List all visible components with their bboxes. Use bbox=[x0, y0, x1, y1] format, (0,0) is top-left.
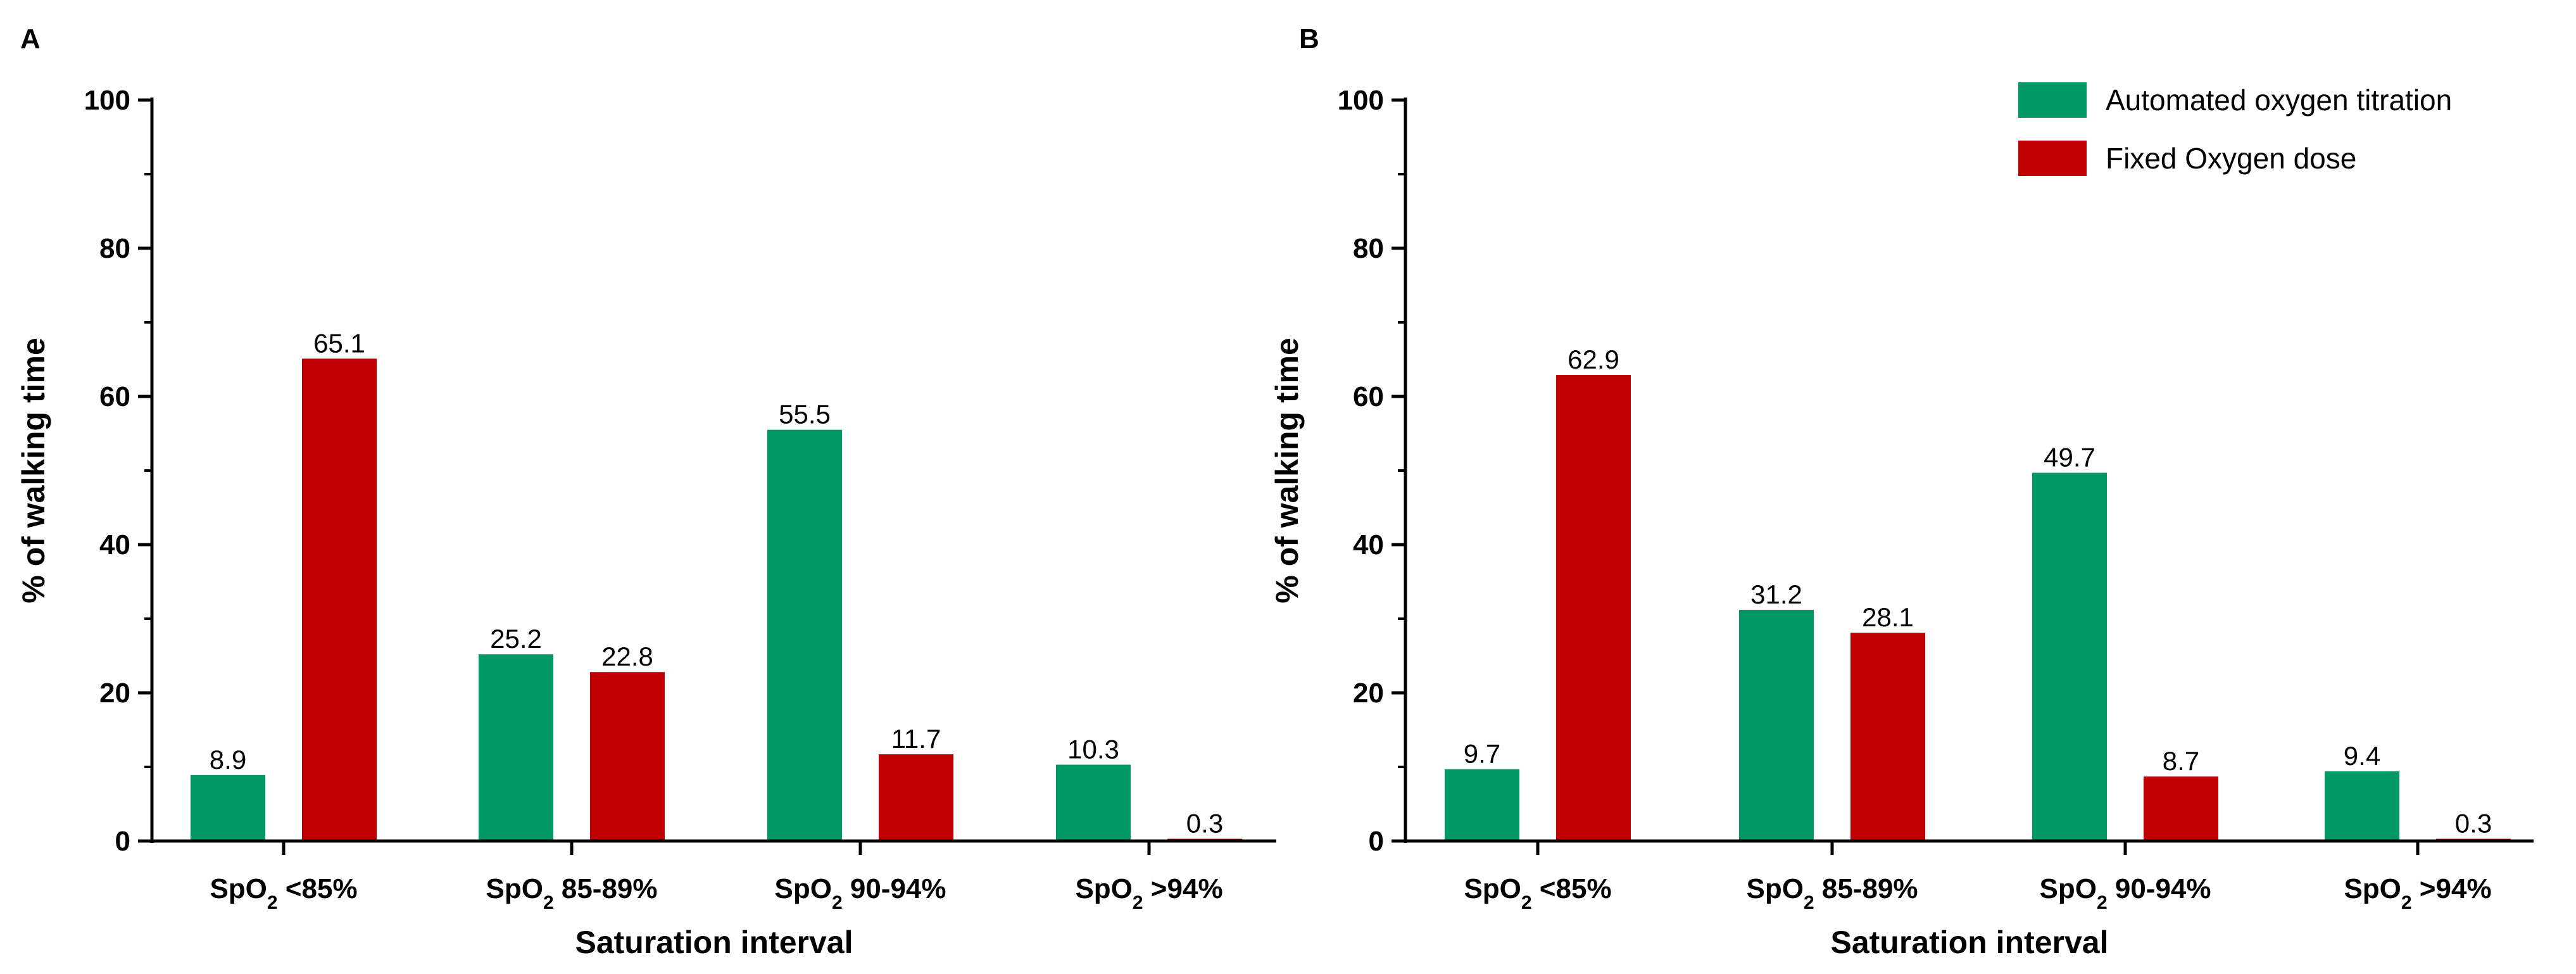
panel-a-ytick-label: 20 bbox=[99, 678, 130, 709]
panel-b-bar-s2-c3 bbox=[2144, 776, 2218, 841]
panel-a-bar-s1-c2 bbox=[479, 654, 553, 841]
panel-a-data-label-s2-c2: 22.8 bbox=[601, 642, 653, 671]
panel-a-x-axis-title: Saturation interval bbox=[575, 925, 853, 960]
panel-a-bar-s2-c1 bbox=[302, 358, 377, 841]
panel-b-data-label-s1-c2: 31.2 bbox=[1750, 579, 1802, 609]
panel-b-bar-s1-c4 bbox=[2325, 771, 2399, 841]
panel-b-bar-s1-c3 bbox=[2032, 472, 2107, 841]
panel-b-ytick-label: 80 bbox=[1353, 233, 1384, 264]
panel-a-data-label-s1-c4: 10.3 bbox=[1067, 734, 1119, 764]
panel-a: A 8.9 25.2 55.5 10.3 65.1 22.8 11.7 0.3 0 20 40 60 80… bbox=[16, 23, 1276, 960]
panel-a-data-label-s2-c4: 0.3 bbox=[1186, 808, 1223, 838]
panel-b-letter: B bbox=[1299, 23, 1319, 54]
panel-a-bar-s2-c3 bbox=[879, 754, 953, 841]
panel-b-data-label-s2-c1: 62.9 bbox=[1568, 345, 1619, 374]
panel-b-category-label-1: SpO2 <85% bbox=[1464, 873, 1611, 913]
panel-b-category-label-4: SpO2 >94% bbox=[2344, 873, 2491, 913]
panel-b-ytick-label: 60 bbox=[1353, 381, 1384, 412]
panel-b-data-label-s1-c3: 49.7 bbox=[2044, 443, 2095, 472]
panel-a-data-label-s1-c3: 55.5 bbox=[779, 400, 831, 429]
panel-b-ytick-label: 40 bbox=[1353, 529, 1384, 560]
panel-b-category-label-2: SpO2 85-89% bbox=[1746, 873, 1918, 913]
panel-a-ytick-label: 40 bbox=[99, 529, 130, 560]
panel-a-data-label-s1-c2: 25.2 bbox=[490, 624, 542, 654]
panel-b-bar-s2-c2 bbox=[1850, 633, 1925, 841]
panel-b-category-label-3: SpO2 90-94% bbox=[2039, 873, 2211, 913]
panel-b-y-axis-title: % of walking time bbox=[1269, 338, 1305, 604]
panel-a-category-label-3: SpO2 90-94% bbox=[774, 873, 946, 913]
panel-a-category-label-1: SpO2 <85% bbox=[210, 873, 357, 913]
panel-b-bar-s2-c1 bbox=[1556, 375, 1631, 841]
panel-b-ytick-label: 100 bbox=[1338, 85, 1384, 116]
panel-a-ytick-label: 60 bbox=[99, 381, 130, 412]
panel-a-letter: A bbox=[20, 23, 41, 54]
legend-swatch-2 bbox=[2018, 141, 2087, 176]
panel-a-bar-s1-c1 bbox=[191, 775, 265, 841]
panel-b-data-label-s1-c1: 9.7 bbox=[1464, 739, 1500, 769]
panel-b-data-label-s2-c4: 0.3 bbox=[2455, 808, 2492, 838]
panel-a-data-label-s2-c1: 65.1 bbox=[313, 328, 365, 358]
legend-label-1: Automated oxygen titration bbox=[2106, 84, 2452, 117]
panel-a-category-label-2: SpO2 85-89% bbox=[486, 873, 657, 913]
panel-a-bar-s1-c4 bbox=[1056, 764, 1131, 841]
panel-a-data-label-s2-c3: 11.7 bbox=[891, 724, 941, 754]
legend-swatch-1 bbox=[2018, 82, 2087, 118]
panel-b-ytick-label: 20 bbox=[1353, 678, 1384, 709]
panel-b-data-label-s2-c3: 8.7 bbox=[2163, 746, 2199, 776]
legend: Automated oxygen titration Fixed Oxygen d… bbox=[2018, 82, 2452, 176]
panel-a-category-label-4: SpO2 >94% bbox=[1075, 873, 1222, 913]
panel-b-bar-s1-c1 bbox=[1445, 769, 1519, 841]
panel-a-y-axis-title: % of walking time bbox=[16, 338, 51, 604]
panel-a-bar-s2-c2 bbox=[590, 672, 665, 841]
legend-label-2: Fixed Oxygen dose bbox=[2106, 142, 2356, 175]
panel-b-ytick-label: 0 bbox=[1369, 826, 1384, 857]
panel-b-data-label-s2-c2: 28.1 bbox=[1862, 602, 1914, 632]
panel-b-data-label-s1-c4: 9.4 bbox=[2344, 741, 2380, 771]
panel-a-ytick-label: 0 bbox=[115, 826, 130, 857]
panel-a-bar-s1-c3 bbox=[767, 429, 842, 841]
panel-b-x-axis-title: Saturation interval bbox=[1831, 925, 2109, 960]
panel-a-data-label-s1-c1: 8.9 bbox=[210, 745, 246, 775]
panel-b-bar-s1-c2 bbox=[1739, 609, 1814, 841]
panel-a-ytick-label: 80 bbox=[99, 233, 130, 264]
panel-a-ytick-label: 100 bbox=[84, 85, 130, 116]
panel-b: B 9.7 31.2 49.7 9.4 62.9 28.1 8.7 0.3 0 20 40 60 80 10… bbox=[1269, 23, 2534, 960]
